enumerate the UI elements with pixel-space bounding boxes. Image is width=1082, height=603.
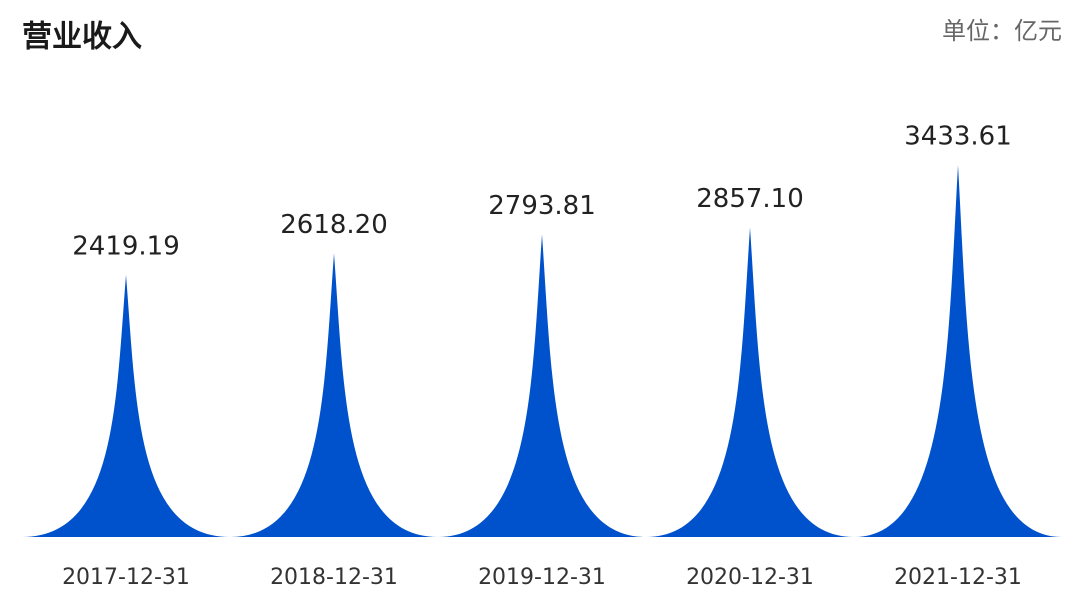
x-tick-label: 2021-12-31 — [894, 565, 1022, 590]
x-tick-label: 2019-12-31 — [478, 565, 606, 590]
spike-bar — [230, 253, 438, 537]
value-label: 2618.20 — [280, 210, 388, 240]
x-tick-label: 2018-12-31 — [270, 565, 398, 590]
spike-bar — [438, 234, 646, 537]
spike-bar — [646, 227, 854, 538]
value-label: 2419.19 — [72, 231, 180, 261]
spike-bar — [854, 165, 1062, 537]
value-label: 2857.10 — [696, 184, 804, 214]
value-label: 2793.81 — [488, 191, 596, 221]
x-tick-label: 2020-12-31 — [686, 565, 814, 590]
x-tick-label: 2017-12-31 — [62, 565, 190, 590]
unit-label: 单位：亿元 — [942, 17, 1062, 45]
value-label: 3433.61 — [904, 122, 1012, 152]
spike-bar — [22, 274, 230, 537]
chart-title: 营业收入 — [22, 20, 142, 55]
